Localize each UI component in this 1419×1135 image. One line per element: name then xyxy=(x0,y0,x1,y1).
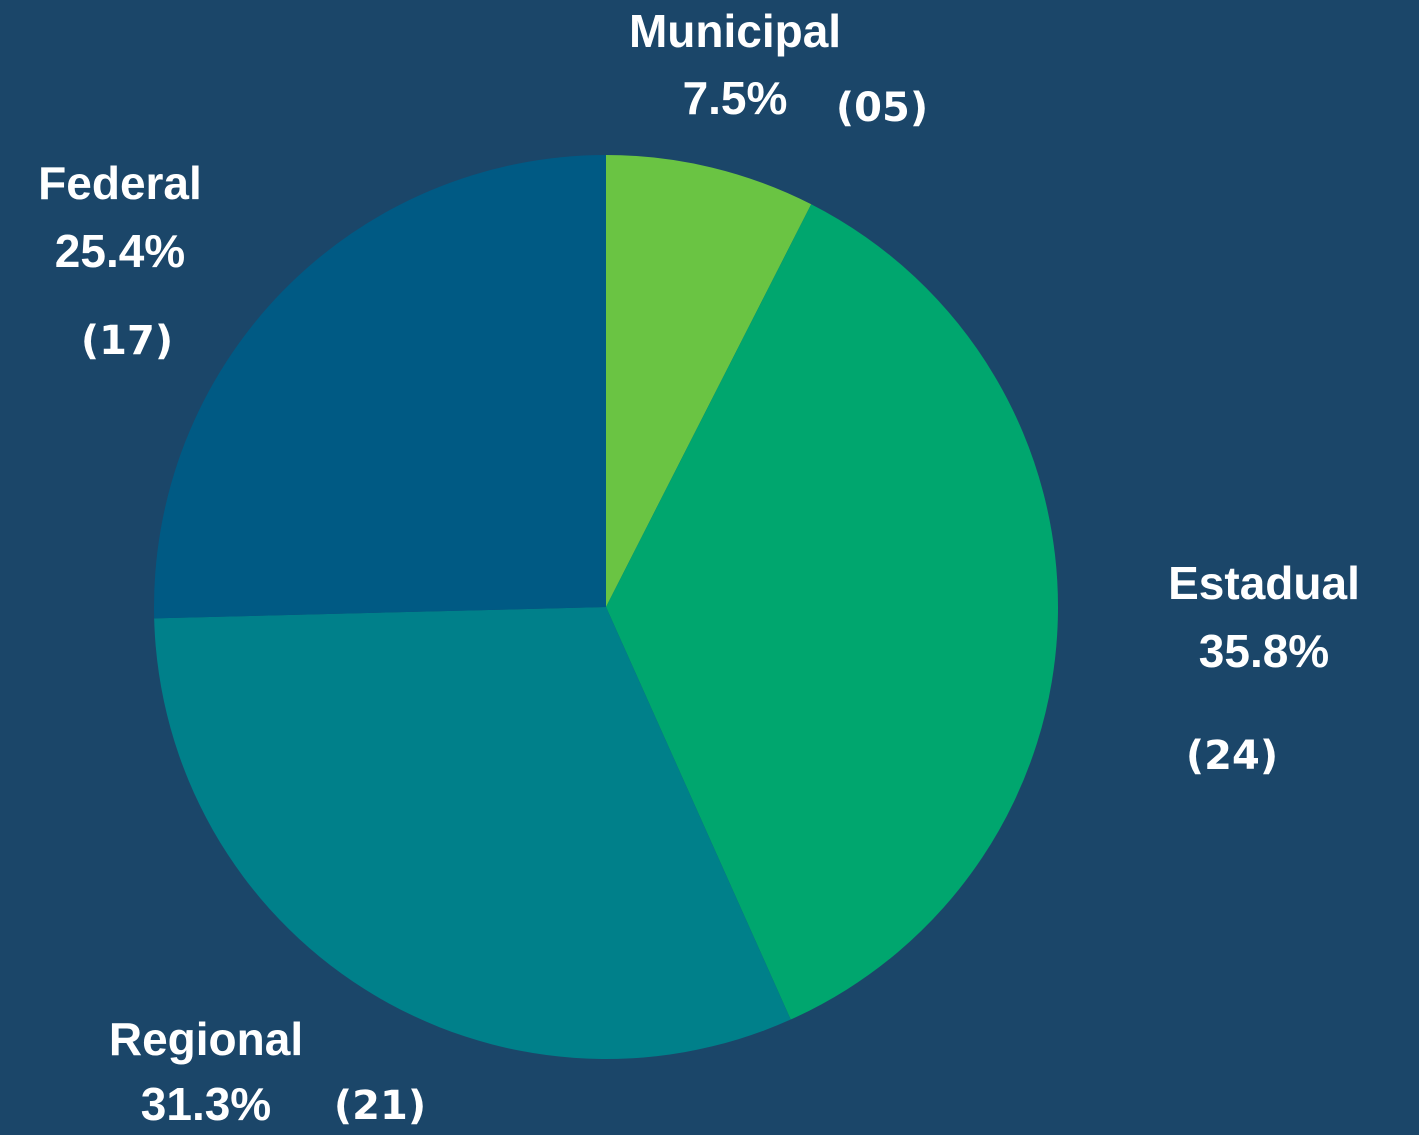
value-label: 25.4% xyxy=(55,225,185,277)
pie-slice xyxy=(154,155,606,619)
pie-slice xyxy=(606,204,1058,1020)
count-label: (17) xyxy=(81,318,173,364)
count-label: (21) xyxy=(334,1083,426,1129)
value-label: 7.5% xyxy=(683,72,788,124)
slice-label: Estadual xyxy=(1168,557,1360,609)
count-label: (05) xyxy=(836,85,928,131)
value-label: 35.8% xyxy=(1199,625,1329,677)
value-label: 31.3% xyxy=(141,1078,271,1130)
slice-label: Federal xyxy=(38,157,202,209)
count-label: (24) xyxy=(1186,733,1278,779)
pie-slice xyxy=(606,155,812,607)
slice-label: Regional xyxy=(109,1013,303,1065)
slice-label: Municipal xyxy=(629,5,841,57)
pie-slice xyxy=(154,607,791,1059)
